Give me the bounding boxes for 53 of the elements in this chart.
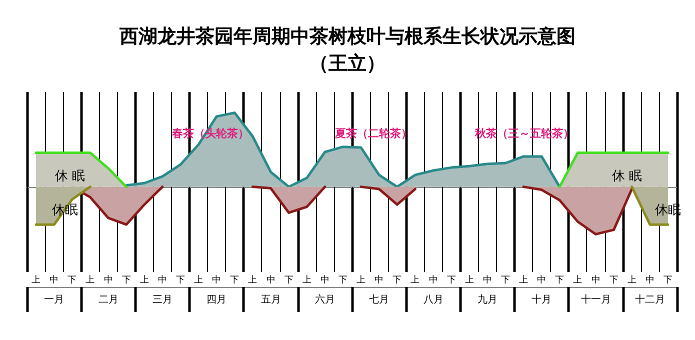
text: 一月 [44,294,64,306]
x-tick-label: 中 [645,274,654,286]
x-tick-label: 上 [573,274,582,286]
text: 八月 [423,294,444,306]
x-tick-label: 中 [266,274,276,286]
x-tick-label: 上 [248,274,258,286]
x-tick-label: 上 [356,274,366,286]
annotation: 休眠 [52,203,78,218]
x-tick-label: 中 [537,274,546,286]
x-tick-label: 下 [500,276,510,286]
chart-title: 西湖龙井茶园年周期中茶树枝叶与根系生长状况示意图 [118,26,576,48]
x-tick-label: 中 [212,274,222,286]
text: 二月 [98,294,118,306]
x-tick-label: 下 [555,276,564,286]
x-tick-label: 上 [464,274,474,286]
x-tick-label: 上 [32,274,41,286]
x-tick-label: 下 [68,276,77,286]
x-tick-label: 上 [627,274,636,286]
x-tick-label: 上 [302,274,312,286]
text: 六月 [314,294,335,306]
text: 四月 [206,294,227,306]
x-tick-label: 中 [158,274,167,286]
x-tick-label: 中 [320,274,330,286]
x-tick-label: 下 [392,276,402,286]
x-tick-label: 上 [194,274,204,286]
x-tick-label: 上 [410,274,420,286]
x-tick-label: 下 [176,276,185,286]
text: 三月 [152,294,172,306]
annotation: 休 眠 [54,169,86,184]
text: 七月 [369,294,390,306]
x-tick-label: 下 [446,276,456,286]
x-tick-label: 上 [140,274,149,286]
x-tick-label: 下 [284,276,294,286]
x-tick-label: 中 [50,274,59,286]
x-tick-label: 下 [609,276,618,286]
x-tick-label: 下 [122,276,131,286]
text: 九月 [477,294,498,306]
text: 十一月 [580,294,611,306]
x-tick-label: 下 [663,276,672,286]
x-tick-label: 下 [230,276,240,286]
x-tick-label: 上 [519,274,528,286]
x-tick-label: 中 [374,274,384,286]
annotation: 休 眠 [612,169,642,184]
x-tick-label: 中 [591,274,600,286]
chart-subtitle: （王立） [310,52,386,74]
text: 五月 [260,294,281,306]
x-tick-label: 中 [104,274,113,286]
x-tick-label: 中 [428,274,438,286]
text: 十二月 [634,294,665,306]
text: 十月 [532,294,552,306]
x-tick-label: 下 [338,276,348,286]
x-tick-label: 上 [86,274,95,286]
x-tick-label: 中 [482,274,492,286]
